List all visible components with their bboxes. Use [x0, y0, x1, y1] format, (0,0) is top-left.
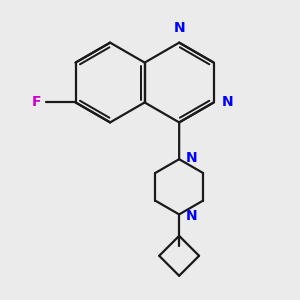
Text: F: F	[32, 95, 41, 110]
Text: N: N	[186, 209, 197, 223]
Text: N: N	[221, 95, 233, 110]
Text: N: N	[173, 21, 185, 35]
Text: N: N	[186, 151, 197, 165]
